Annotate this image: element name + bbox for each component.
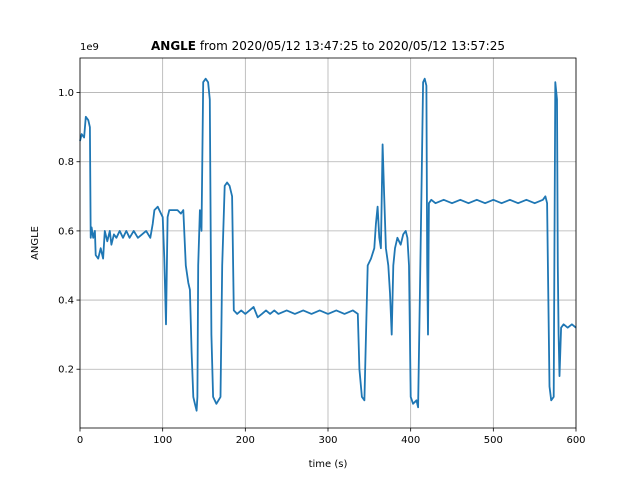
series-line [79, 77, 577, 412]
x-tick-label: 300 [318, 435, 337, 446]
chart-title-rest: from 2020/05/12 13:47:25 to 2020/05/12 1… [196, 39, 505, 53]
x-tick-label: 200 [236, 435, 255, 446]
y-tick-label: 0.6 [58, 226, 74, 237]
y-tick-label: 0.4 [58, 296, 74, 307]
x-tick-label: 500 [484, 435, 503, 446]
x-tick-label: 600 [566, 435, 585, 446]
y-tick-label: 0.2 [58, 365, 74, 376]
chart-title-bold: ANGLE [151, 39, 196, 53]
y-tick-label: 0.8 [58, 157, 74, 168]
x-tick-label: 400 [401, 435, 420, 446]
series-group [79, 77, 577, 412]
y-axis: 0.2 0.4 0.6 0.8 1.0 [58, 88, 80, 376]
x-axis-label: time (s) [309, 459, 348, 470]
chart-title: ANGLE from 2020/05/12 13:47:25 to 2020/0… [151, 39, 505, 53]
y-tick-label: 1.0 [58, 88, 74, 99]
x-axis: 0 100 200 300 400 500 600 [77, 428, 586, 446]
x-tick-label: 0 [77, 435, 83, 446]
y-offset-label: 1e9 [80, 42, 99, 53]
x-tick-label: 100 [153, 435, 172, 446]
y-axis-label: ANGLE [30, 226, 41, 260]
